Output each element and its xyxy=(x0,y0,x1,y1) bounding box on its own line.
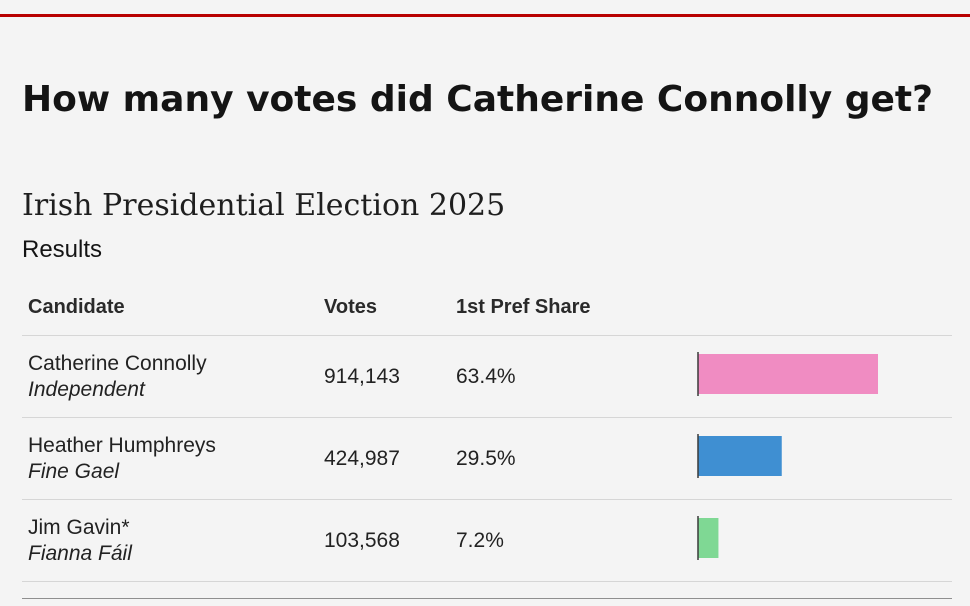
vote-count: 103,568 xyxy=(324,529,400,552)
vote-count: 424,987 xyxy=(324,447,400,470)
candidate-name: Heather Humphreys xyxy=(28,434,216,457)
candidate-name: Jim Gavin* xyxy=(28,516,130,539)
table-header-row: Candidate Votes 1st Pref Share xyxy=(22,281,952,336)
share-bar xyxy=(698,354,878,394)
page-headline: How many votes did Catherine Connolly ge… xyxy=(22,79,934,120)
column-header-votes: Votes xyxy=(324,296,377,318)
column-header-share: 1st Pref Share xyxy=(456,296,591,318)
candidate-name: Catherine Connolly xyxy=(28,352,207,375)
table-row: Catherine Connolly Independent 914,143 6… xyxy=(22,336,952,418)
candidate-party: Independent xyxy=(28,378,145,401)
share-bar-chart xyxy=(697,434,782,478)
top-accent-rule xyxy=(0,14,970,17)
bottom-rule xyxy=(22,598,952,599)
share-bar-chart xyxy=(697,516,719,560)
share-percent: 7.2% xyxy=(456,529,504,552)
share-bar xyxy=(698,436,782,476)
share-percent: 63.4% xyxy=(456,365,516,388)
vote-count: 914,143 xyxy=(324,365,400,388)
candidate-party: Fianna Fáil xyxy=(28,542,132,565)
table-row: Heather Humphreys Fine Gael 424,987 29.5… xyxy=(22,418,952,500)
chart-title: Irish Presidential Election 2025 xyxy=(22,188,506,223)
share-bar-chart xyxy=(697,352,878,396)
share-bar xyxy=(698,518,719,558)
results-table: Candidate Votes 1st Pref Share Catherine… xyxy=(22,281,952,582)
candidate-party: Fine Gael xyxy=(28,460,120,483)
column-header-candidate: Candidate xyxy=(28,296,125,318)
chart-subtitle: Results xyxy=(22,236,103,263)
table-row: Jim Gavin* Fianna Fáil 103,568 7.2% xyxy=(22,500,952,582)
share-percent: 29.5% xyxy=(456,447,516,470)
